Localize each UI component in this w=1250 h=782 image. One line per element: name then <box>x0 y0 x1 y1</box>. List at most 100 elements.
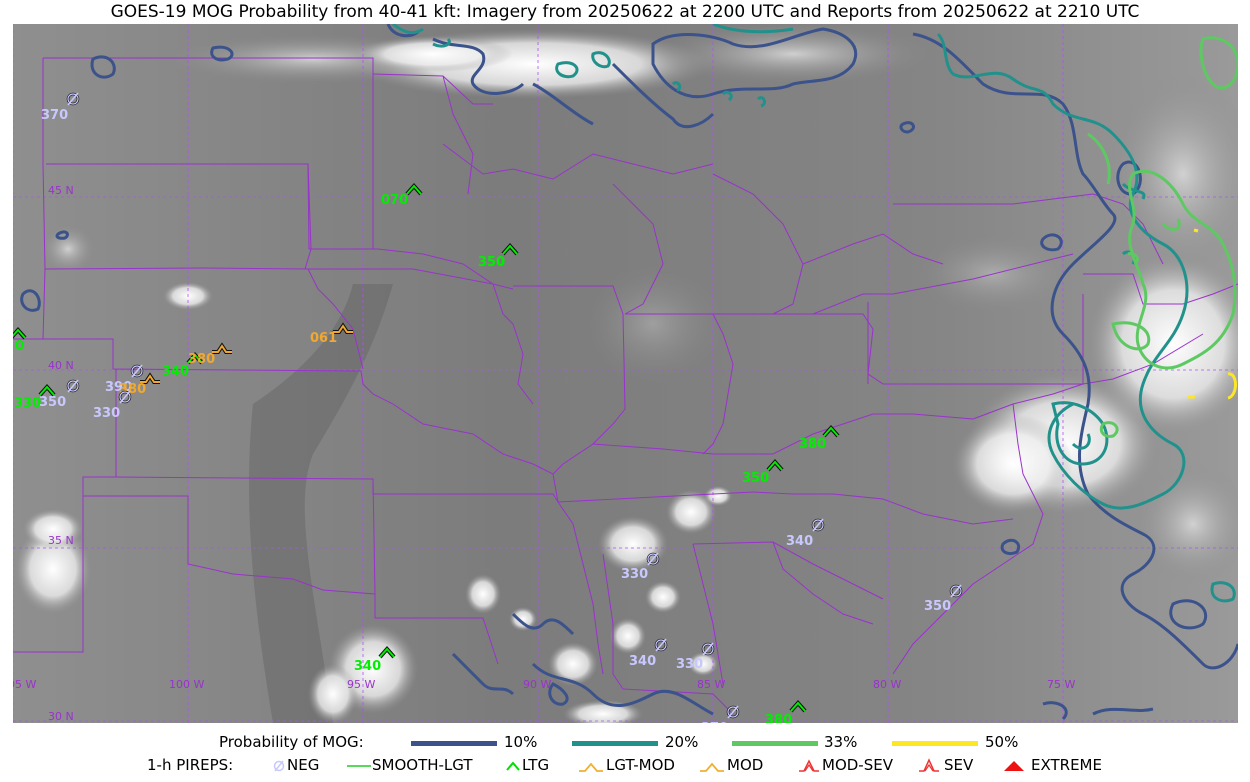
pirep-report-ltg: 330 <box>14 383 56 411</box>
lon-labels: 105 W 100 W 95 W 90 W 85 W 80 W 75 W <box>13 678 1075 691</box>
lat-label-40: 40 N <box>48 359 74 372</box>
legend-sev-label: SEV <box>944 756 974 774</box>
pirep-report-ltg: 380 <box>799 424 840 452</box>
neg-marker-icon <box>131 365 143 377</box>
report-altitude-label: 340 <box>354 659 381 674</box>
legend-mod-sev-label: MOD-SEV <box>822 756 893 774</box>
map-title: GOES-19 MOG Probability from 40-41 kft: … <box>110 2 1140 22</box>
report-altitude-label: 330 <box>676 657 703 672</box>
pirep-report-mod: 061 <box>310 322 353 346</box>
report-altitude-label: 330 <box>14 396 41 411</box>
pirep-report-neg: 340 <box>786 518 825 549</box>
neg-marker-icon <box>655 639 667 651</box>
lon-label-90: 90 W <box>523 678 551 691</box>
pirep-report-neg: 370 <box>701 705 740 723</box>
legend-ltg-label: LTG <box>522 756 550 774</box>
mod-marker-icon <box>140 374 160 383</box>
pirep-report-neg: 330 <box>621 552 660 582</box>
mog-contours-33pct <box>1087 36 1238 438</box>
pirep-report-neg: 350 <box>924 584 963 614</box>
pirep-report-ltg: 340 <box>354 645 396 674</box>
cloud-features <box>15 24 1238 723</box>
neg-marker-icon <box>812 519 824 531</box>
report-altitude-label: 350 <box>39 395 66 410</box>
neg-marker-icon <box>702 643 714 655</box>
report-altitude-label: 370 <box>701 721 728 723</box>
legend-20pct-line <box>572 741 658 746</box>
lon-label-100: 100 W <box>169 678 204 691</box>
report-altitude-label: 340 <box>162 364 189 379</box>
report-altitude-label: 330 <box>621 567 648 582</box>
legend-mod-label: MOD <box>727 756 764 774</box>
neg-marker-slash <box>727 705 739 719</box>
probability-legend-title: Probability of MOG: <box>219 733 364 751</box>
report-altitude-label: 061 <box>310 331 337 346</box>
satellite-map: 45 N 40 N 35 N 30 N 105 W 100 W 95 W 90 … <box>13 24 1238 723</box>
report-altitude-label: 070 <box>381 193 408 208</box>
neg-marker-slash <box>812 518 824 532</box>
ltg-marker-icon <box>790 701 806 712</box>
ltg-icon <box>506 761 520 771</box>
report-altitude-label: 380 <box>765 713 792 723</box>
lon-label-105: 105 W <box>13 678 36 691</box>
mod-icon <box>700 762 724 772</box>
neg-marker-slash <box>119 390 131 404</box>
lat-label-35: 35 N <box>48 534 74 547</box>
lon-label-95: 95 W <box>347 678 375 691</box>
legend-50pct-label: 50% <box>985 733 1019 751</box>
neg-marker-icon <box>950 585 962 597</box>
pirep-report-ltg: 340 <box>162 351 204 379</box>
mod-marker-icon <box>212 344 232 353</box>
mog-contours-20pct <box>392 24 1236 603</box>
neg-marker-icon <box>119 391 131 403</box>
ltg-marker-icon <box>187 353 203 364</box>
lgt-mod-icon <box>579 762 603 772</box>
neg-marker-slash <box>647 552 659 566</box>
pirep-report-neg: 340 <box>629 638 668 669</box>
ltg-marker-icon <box>767 460 783 471</box>
neg-marker-slash <box>67 92 79 106</box>
report-altitude-label: 350 <box>924 599 951 614</box>
pirep-report-neg: 370 <box>41 92 80 123</box>
legend-10pct-line <box>411 741 497 746</box>
pirep-report-ltg: 380 <box>13 326 27 354</box>
ltg-marker-icon <box>13 328 26 339</box>
pirep-report-neg: 330 <box>93 390 132 421</box>
pirep-report-mod: 380 <box>188 342 232 367</box>
legend-50pct-line <box>892 741 978 746</box>
neg-marker-slash <box>131 364 143 378</box>
lat-label-30: 30 N <box>48 710 74 723</box>
pirep-report-ltg: 350 <box>478 242 519 270</box>
report-altitude-label: 370 <box>41 108 68 123</box>
mog-contours-50pct <box>1188 228 1237 400</box>
lat-label-45: 45 N <box>48 184 74 197</box>
ltg-marker-icon <box>406 184 422 195</box>
lon-label-80: 80 W <box>873 678 901 691</box>
pirep-report-neg: 330 <box>676 642 715 672</box>
pirep-reports: 3700703500613803403803903803503303303803… <box>13 92 963 723</box>
pirep-report-neg: 350 <box>39 379 80 410</box>
report-altitude-label: 380 <box>119 382 146 397</box>
ltg-marker-icon <box>502 244 518 255</box>
neg-marker-slash <box>950 584 962 598</box>
pirep-legend: 1-h PIREPS: NEG SMOOTH-LGT LTG LGT-MOD M… <box>0 755 1250 777</box>
ltg-marker-icon <box>39 385 55 396</box>
mod-marker-icon <box>333 324 353 333</box>
legend-neg-label: NEG <box>287 756 320 774</box>
report-altitude-label: 340 <box>786 534 813 549</box>
report-altitude-label: 380 <box>188 352 215 367</box>
neg-marker-slash <box>655 638 667 652</box>
pirep-report-ltg: 350 <box>742 458 784 486</box>
lon-label-85: 85 W <box>697 678 725 691</box>
neg-marker-slash <box>67 379 79 393</box>
lat-labels: 45 N 40 N 35 N 30 N <box>48 184 74 723</box>
pirep-report-ltg: 070 <box>381 182 423 208</box>
smooth-lgt-icon <box>347 765 371 767</box>
mog-contours-10pct <box>20 24 1238 721</box>
report-altitude-label: 350 <box>478 255 505 270</box>
legend-33pct-label: 33% <box>824 733 858 751</box>
dry-slot-band <box>249 284 393 723</box>
ltg-marker-icon <box>379 647 395 658</box>
pirep-report-ltg: 380 <box>765 699 807 723</box>
report-altitude-label: 340 <box>629 654 656 669</box>
